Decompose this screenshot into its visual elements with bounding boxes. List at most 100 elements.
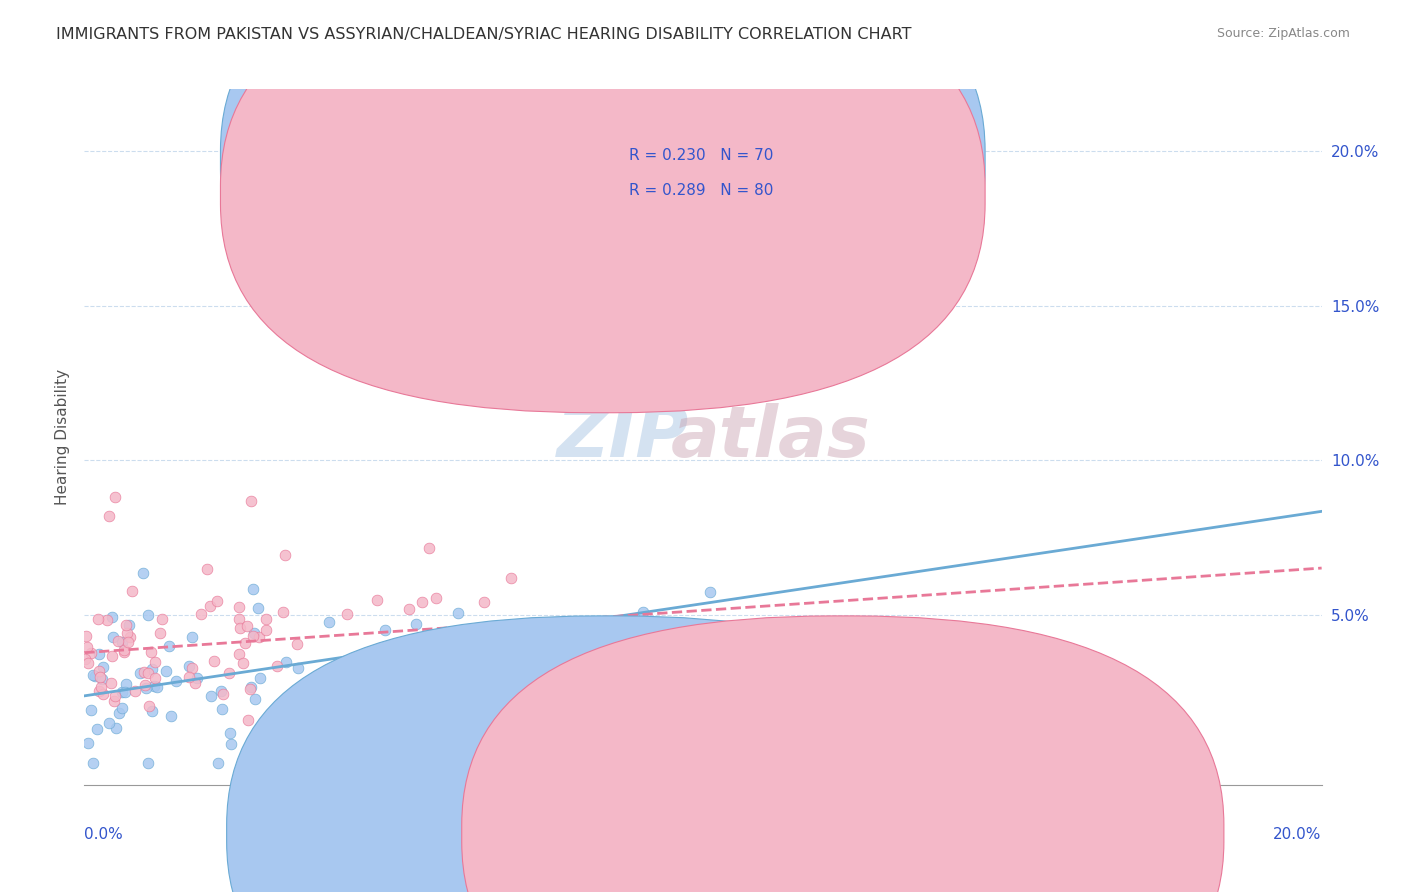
Point xyxy=(236,713,259,727)
Point xyxy=(104,491,127,505)
Point xyxy=(242,582,264,596)
Point xyxy=(100,649,122,664)
Point xyxy=(285,637,308,651)
Point xyxy=(302,673,325,687)
Point xyxy=(181,631,204,645)
Point xyxy=(209,683,232,698)
Point xyxy=(246,600,269,615)
Point xyxy=(218,726,240,740)
Point xyxy=(91,687,114,701)
Point xyxy=(118,618,141,632)
Point xyxy=(723,681,745,695)
Point xyxy=(103,690,125,704)
Point xyxy=(228,621,250,635)
Point xyxy=(75,629,97,643)
Point xyxy=(699,585,721,599)
FancyBboxPatch shape xyxy=(221,0,986,413)
Point xyxy=(134,665,156,679)
Point xyxy=(228,612,250,626)
Point xyxy=(184,676,207,690)
Point xyxy=(228,648,250,662)
Point xyxy=(108,706,131,720)
Point xyxy=(112,644,135,658)
Point xyxy=(271,606,294,620)
Point xyxy=(111,701,134,715)
Point xyxy=(104,721,127,735)
Point xyxy=(142,679,165,693)
Point xyxy=(110,685,132,699)
Point xyxy=(111,635,134,649)
Point xyxy=(149,625,172,640)
Point xyxy=(207,594,229,608)
Point xyxy=(138,756,160,771)
Point xyxy=(352,682,374,697)
Point xyxy=(165,673,187,688)
Point xyxy=(232,656,254,670)
Point xyxy=(239,680,262,694)
Point xyxy=(350,697,373,711)
Text: Source: ZipAtlas.com: Source: ZipAtlas.com xyxy=(1216,27,1350,40)
Point xyxy=(593,645,616,659)
Point xyxy=(120,631,142,645)
Point xyxy=(115,618,138,632)
Point xyxy=(146,680,169,694)
Point xyxy=(90,672,112,686)
Point xyxy=(249,630,271,644)
Point xyxy=(721,641,744,656)
Point xyxy=(100,675,122,690)
Point xyxy=(202,654,225,668)
Point xyxy=(411,595,433,609)
Point xyxy=(274,655,297,669)
Point xyxy=(135,681,157,695)
Point xyxy=(398,602,420,616)
Point xyxy=(266,659,288,673)
Point xyxy=(256,612,278,626)
Point xyxy=(101,630,124,644)
Point xyxy=(877,653,900,667)
Point xyxy=(82,756,104,771)
Text: 20.0%: 20.0% xyxy=(1274,827,1322,842)
Text: Immigrants from Pakistan: Immigrants from Pakistan xyxy=(616,834,796,847)
Point xyxy=(211,686,233,700)
Point xyxy=(150,612,173,626)
Point xyxy=(132,566,155,580)
Point xyxy=(138,698,160,713)
Point xyxy=(87,684,110,698)
Point xyxy=(228,600,250,615)
Point xyxy=(114,685,136,699)
FancyBboxPatch shape xyxy=(461,615,1223,892)
Point xyxy=(233,636,256,650)
Point xyxy=(198,599,221,614)
Point xyxy=(380,641,402,656)
Point xyxy=(143,656,166,670)
Point xyxy=(139,644,162,658)
Point xyxy=(366,592,388,607)
Point xyxy=(179,670,201,684)
Point xyxy=(157,640,180,654)
Point xyxy=(160,708,183,723)
Point xyxy=(254,623,277,637)
Point xyxy=(87,612,110,626)
Point xyxy=(90,680,112,694)
Point xyxy=(418,541,440,555)
Point xyxy=(121,583,143,598)
Point xyxy=(243,626,266,640)
Point xyxy=(287,661,309,675)
Point xyxy=(235,619,257,633)
Point xyxy=(84,669,107,683)
Point xyxy=(77,736,100,750)
Point xyxy=(96,613,118,627)
FancyBboxPatch shape xyxy=(221,0,986,378)
Point xyxy=(76,640,98,654)
Point xyxy=(519,712,541,726)
Point xyxy=(97,715,120,730)
Point xyxy=(318,615,340,629)
Point xyxy=(141,704,163,718)
Point xyxy=(405,617,427,632)
Point xyxy=(249,671,271,685)
Point xyxy=(80,646,103,660)
Point xyxy=(89,670,111,684)
Point xyxy=(501,571,523,585)
Point xyxy=(103,694,125,708)
Point xyxy=(427,658,450,673)
